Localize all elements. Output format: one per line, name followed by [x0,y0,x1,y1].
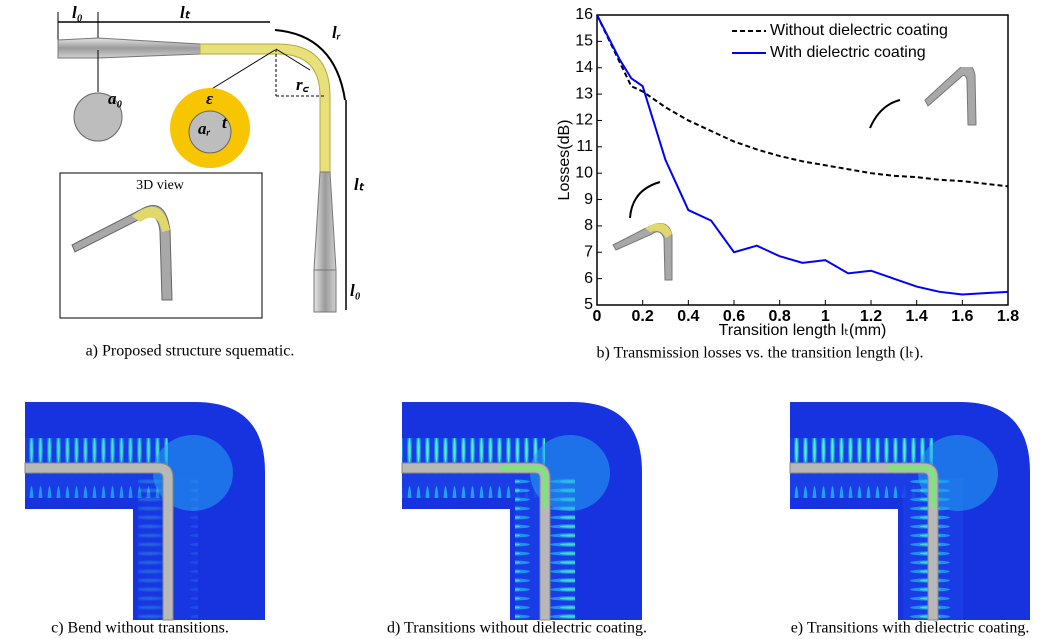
legend-label: Without dielectric coating [770,22,948,39]
schematic: l₀ lₜ lᵣ a₀ ε aᵣ t r꜀ lₜ l₀ 3D view a) P… [57,3,365,360]
caption: b) Transmission losses vs. the transitio… [597,345,924,362]
label: t [222,113,228,132]
label: lₜ [180,3,191,22]
field-map: d) Transitions without dielectric coatin… [387,402,647,637]
y-tick-label: 11 [576,138,593,155]
x-tick-label: 0.8 [769,308,791,325]
label: lₜ [354,175,365,194]
x-tick-label: 0 [593,308,602,325]
y-tick-label: 7 [584,243,593,260]
inset-title: 3D view [136,178,185,193]
y-tick-label: 6 [584,270,593,287]
x-tick-label: 0.4 [677,308,699,325]
field-map: c) Bend without transitions. [24,402,265,637]
plot-frame [596,14,1009,306]
label: lᵣ [332,23,341,42]
label: l₀ [350,281,361,300]
inset-coating [132,206,170,232]
series-line [596,14,1009,188]
legend-label: With dielectric coating [770,44,926,61]
y-tick-label: 8 [584,217,593,234]
bent-fiber-icon [924,63,977,126]
chart-inset-icons [612,63,977,281]
core-section [73,92,123,142]
loss-chart: 5 6 7 8 9 10 11 12 13 14 15 16 0 0.2 0.4 0.6 0.8 1 1.2 1.4 1… [556,6,1019,361]
field-map: e) Transitions with dielectric coating. [789,402,1030,637]
waveguide [24,462,174,621]
y-tick-label: 14 [575,59,593,76]
x-tick-label: 1 [821,308,830,325]
series-line [596,14,1009,296]
caption: c) Bend without transitions. [51,620,229,637]
waveguide [789,462,939,621]
y-tick-label: 9 [584,191,593,208]
y-tick-label: 13 [575,85,593,102]
y-axis-label: Losses(dB) [556,120,573,201]
coating-icon [645,223,672,238]
label: r꜀ [296,75,310,94]
waveguide-output [313,171,337,313]
x-tick-label: 1.6 [951,308,973,325]
label: ε [206,89,213,108]
x-tick-label: 0.2 [632,308,654,325]
x-tick-label: 0.6 [723,308,745,325]
label: aᵣ [198,119,211,138]
y-tick-label: 16 [575,6,593,23]
caption: a) Proposed structure squematic. [86,343,295,360]
caption: d) Transitions without dielectric coatin… [387,620,647,637]
field-maps: c) Bend without transitions. d) Transitio… [24,402,1030,637]
arc-arrow [274,29,346,101]
waveguide [401,462,551,621]
label: a₀ [108,89,123,108]
core-section [188,110,232,154]
radius-line [275,48,311,71]
y-tick-label: 10 [575,164,593,181]
x-axis-label: Transition length lₜ(mm) [719,322,887,339]
transition-glow [888,465,936,508]
y-tick-label: 12 [575,112,593,129]
x-tick-label: 1.4 [906,308,928,325]
x-tick-label: 1.8 [997,308,1019,325]
caption: e) Transitions with dielectric coating. [791,620,1030,637]
y-tick-label: 15 [575,33,593,50]
y-tick-label: 5 [584,296,593,313]
label: l₀ [72,3,83,22]
pointer [209,49,276,91]
waveguide-input [57,37,201,59]
curved-arrow [629,181,661,219]
x-tick-label: 1.2 [860,308,882,325]
curved-arrow [869,99,901,129]
legend-box [726,17,1006,67]
transition-glow [500,465,548,508]
